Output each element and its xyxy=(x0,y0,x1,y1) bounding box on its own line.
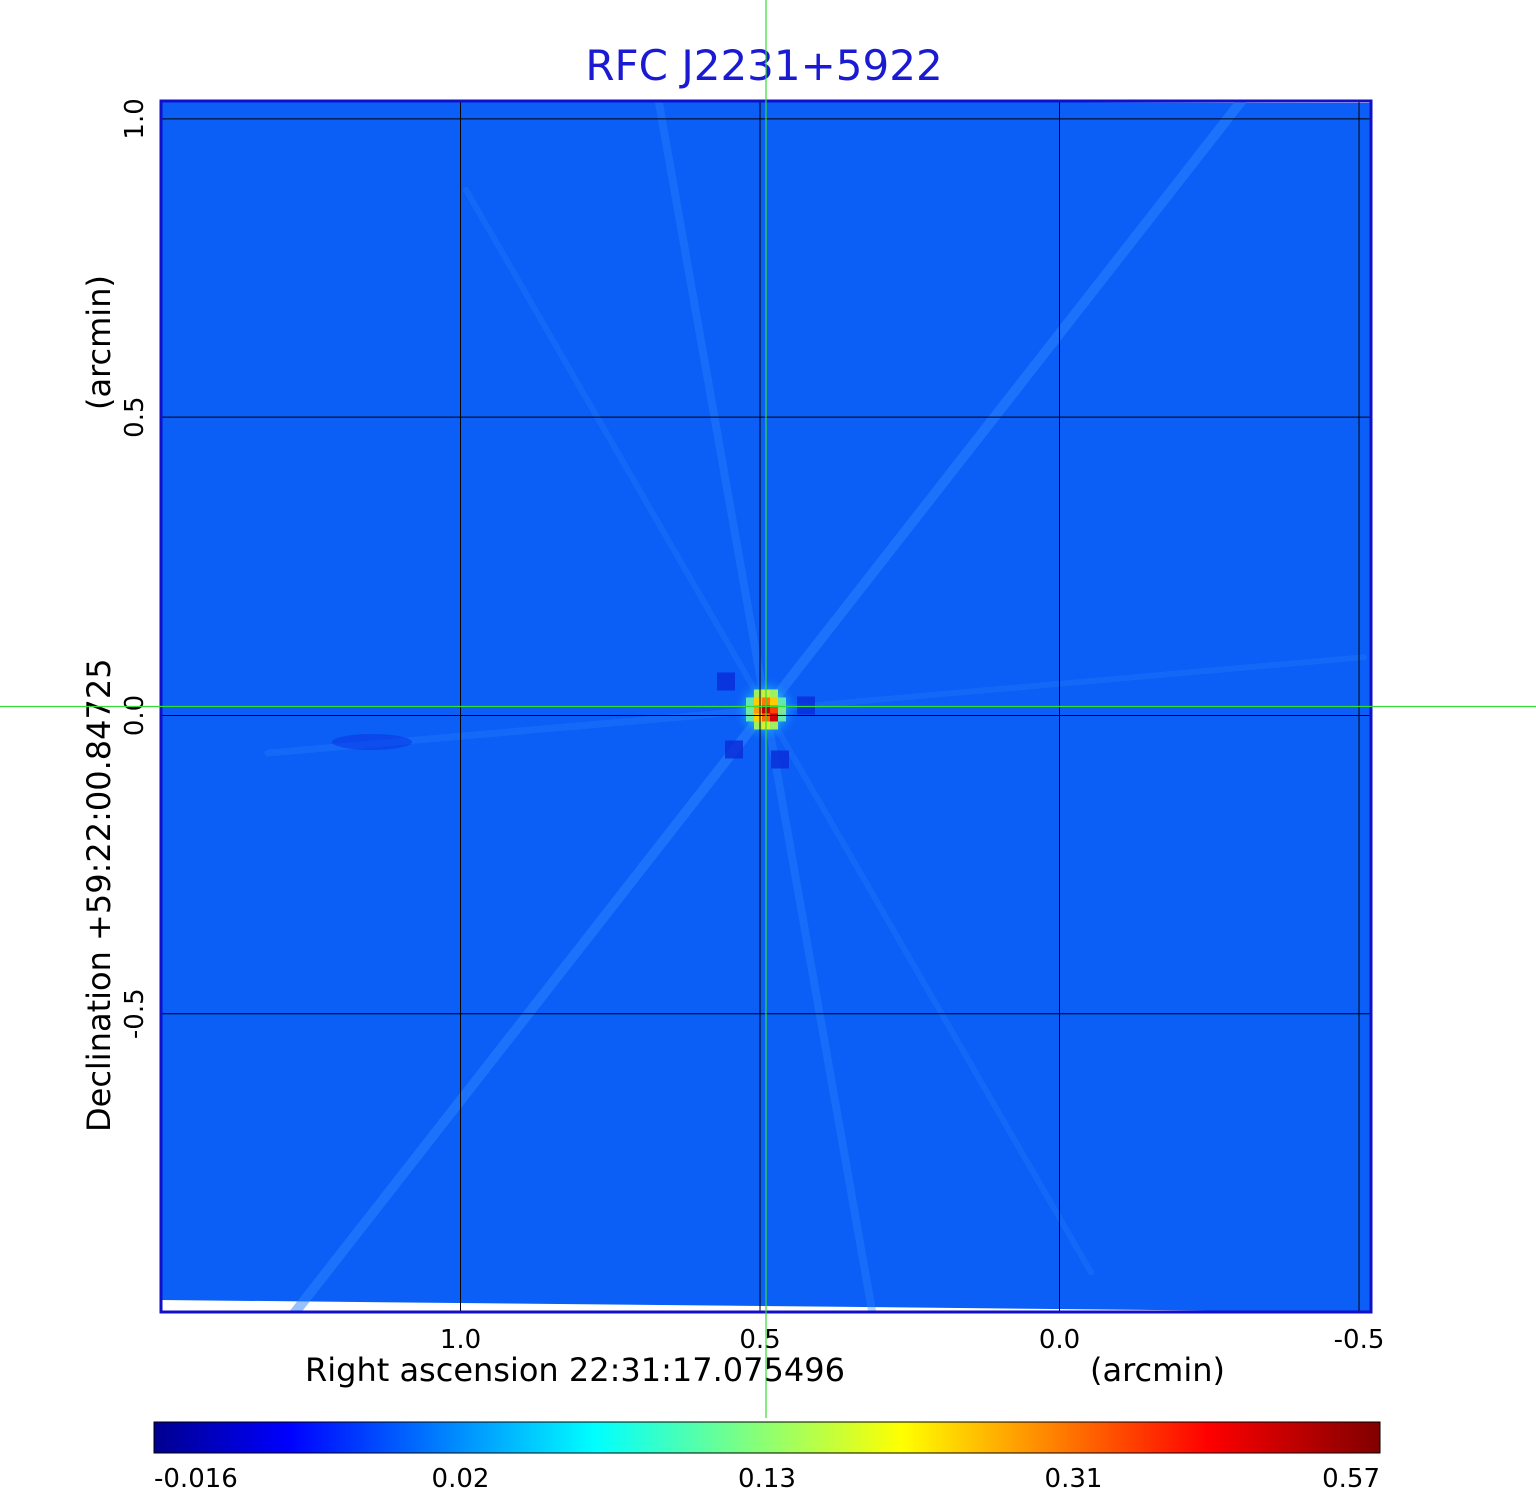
y-axis-unit: (arcmin) xyxy=(80,275,118,410)
crosshair xyxy=(0,0,1536,1418)
y-tick-label: 1.0 xyxy=(120,98,150,139)
sidelobe-streak xyxy=(288,704,771,1312)
negative-lobe xyxy=(771,750,789,769)
y-tick-label: 0.0 xyxy=(120,695,150,736)
x-tick-label: -0.5 xyxy=(1334,1325,1385,1355)
source-pixel xyxy=(754,721,762,730)
source-pixel xyxy=(770,689,778,698)
source-pixel xyxy=(778,697,786,706)
sidelobe-streak xyxy=(763,654,1367,713)
source-pixel xyxy=(746,705,754,714)
sidelobe-streak xyxy=(463,186,769,713)
source-pixel xyxy=(770,713,778,722)
x-tick-label: 0.0 xyxy=(1039,1325,1080,1355)
negative-lobe xyxy=(717,672,735,691)
source-pixel xyxy=(754,689,762,698)
sidelobe-streak xyxy=(654,101,770,714)
colorbar-ticks: -0.016 0.02 0.13 0.31 0.57 xyxy=(154,1464,1380,1494)
source-pixel xyxy=(746,713,754,722)
sidelobe-streak xyxy=(763,706,1094,1276)
y-tick-label: -0.5 xyxy=(120,988,150,1039)
colorbar xyxy=(153,1421,1381,1454)
negative-lobe xyxy=(725,740,743,759)
colorbar-tick-label: -0.016 xyxy=(154,1464,238,1494)
y-tick-label: 0.5 xyxy=(120,396,150,437)
x-axis-ticks: 1.0 0.5 0.0 -0.5 xyxy=(440,1325,1385,1355)
colorbar-tick-label: 0.57 xyxy=(1322,1464,1380,1494)
source-pixel xyxy=(778,713,786,722)
x-tick-label: 0.5 xyxy=(739,1325,780,1355)
colorbar-tick-label: 0.31 xyxy=(1045,1464,1103,1494)
source-pixel xyxy=(746,697,754,706)
sidelobe-streak xyxy=(762,705,877,1312)
chart-title: RFC J2231+5922 xyxy=(585,41,942,90)
x-axis-unit: (arcmin) xyxy=(1090,1351,1225,1389)
y-axis-ticks: 1.0 0.5 0.0 -0.5 xyxy=(120,98,150,1039)
source-pixel xyxy=(754,697,762,706)
source-pixel xyxy=(770,721,778,730)
source-pixel xyxy=(754,713,762,722)
x-tick-label: 1.0 xyxy=(440,1325,481,1355)
source-pixel xyxy=(754,705,762,714)
negative-lobe xyxy=(797,696,815,715)
source-pixel xyxy=(770,697,778,706)
source-pixel xyxy=(778,705,786,714)
negative-lobe xyxy=(332,734,412,750)
x-axis-label: Right ascension 22:31:17.075496 xyxy=(305,1351,845,1389)
source-pixel xyxy=(770,705,778,714)
colorbar-tick-label: 0.13 xyxy=(738,1464,796,1494)
colorbar-tick-label: 0.02 xyxy=(432,1464,490,1494)
y-axis-label: Declination +59:22:00.84725 xyxy=(80,658,118,1132)
